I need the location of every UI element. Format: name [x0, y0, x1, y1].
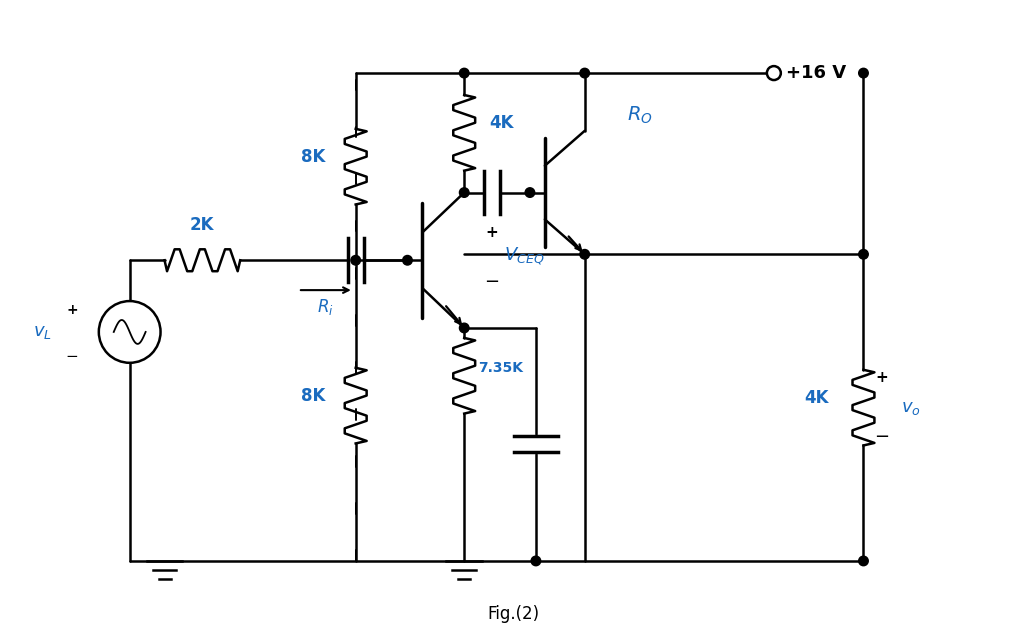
Text: −: −	[66, 349, 78, 364]
Text: $R_i$: $R_i$	[317, 297, 334, 317]
Text: $V_{CEQ}$: $V_{CEQ}$	[504, 245, 545, 267]
Circle shape	[351, 255, 360, 265]
Text: $v_L$: $v_L$	[33, 323, 51, 341]
Text: +16 V: +16 V	[786, 64, 845, 82]
Text: 2K: 2K	[190, 217, 214, 234]
Text: −: −	[484, 273, 500, 291]
Circle shape	[98, 301, 160, 363]
Circle shape	[580, 250, 590, 259]
Text: $R_O$: $R_O$	[627, 104, 653, 125]
Circle shape	[859, 556, 868, 566]
Circle shape	[580, 68, 590, 78]
Text: 4K: 4K	[489, 114, 514, 132]
Circle shape	[531, 556, 541, 566]
Text: +: +	[875, 370, 887, 385]
Circle shape	[859, 250, 868, 259]
Text: $v_o$: $v_o$	[901, 399, 921, 417]
Text: 7.35K: 7.35K	[478, 361, 523, 375]
Circle shape	[460, 188, 469, 197]
Circle shape	[402, 255, 412, 265]
Circle shape	[460, 68, 469, 78]
Text: 4K: 4K	[804, 389, 829, 406]
Text: +: +	[66, 303, 78, 317]
Circle shape	[859, 68, 868, 78]
Circle shape	[525, 188, 535, 197]
Text: Fig.(2): Fig.(2)	[487, 605, 539, 623]
Text: 8K: 8K	[302, 387, 326, 404]
Circle shape	[766, 66, 781, 80]
Circle shape	[460, 323, 469, 333]
Text: −: −	[874, 429, 889, 447]
Text: +: +	[485, 225, 499, 240]
Text: 8K: 8K	[302, 148, 326, 166]
